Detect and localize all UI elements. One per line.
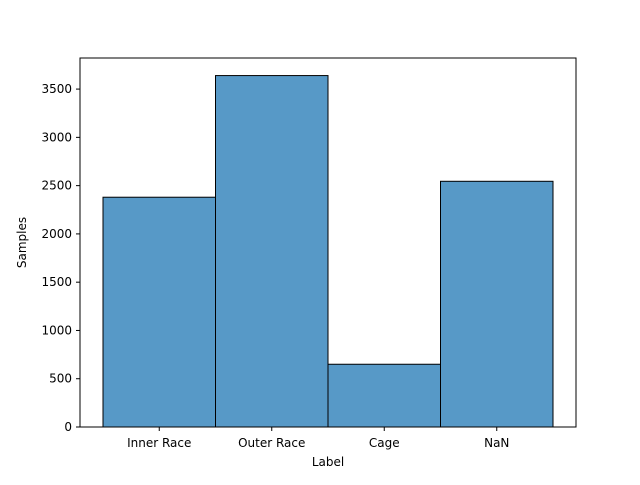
y-tick-label: 1500 [41, 275, 72, 289]
x-tick-label: Inner Race [127, 436, 191, 450]
bar-inner-race [102, 196, 216, 428]
y-tick-label: 2000 [41, 227, 72, 241]
y-axis-ticks: 0 500 1000 1500 2000 2500 3000 3500 [41, 82, 80, 434]
y-tick-label: 3500 [41, 82, 72, 96]
y-tick-label: 2500 [41, 179, 72, 193]
x-tick-label: Outer Race [238, 436, 305, 450]
bar-outer-race [215, 75, 329, 428]
y-tick-label: 500 [49, 372, 72, 386]
y-tick-label: 1000 [41, 323, 72, 337]
x-axis-label: Label [312, 455, 344, 469]
y-axis-label: Samples [15, 217, 29, 268]
bars-group [102, 75, 554, 428]
x-tick-label: NaN [484, 436, 509, 450]
x-axis-ticks: Inner Race Outer Race Cage NaN [127, 427, 509, 450]
x-tick-label: Cage [369, 436, 400, 450]
plot-frame [79, 57, 577, 428]
y-tick-label: 3000 [41, 130, 72, 144]
y-tick-label: 0 [64, 420, 72, 434]
bar-nan [440, 180, 554, 428]
bar-cage [327, 363, 441, 428]
